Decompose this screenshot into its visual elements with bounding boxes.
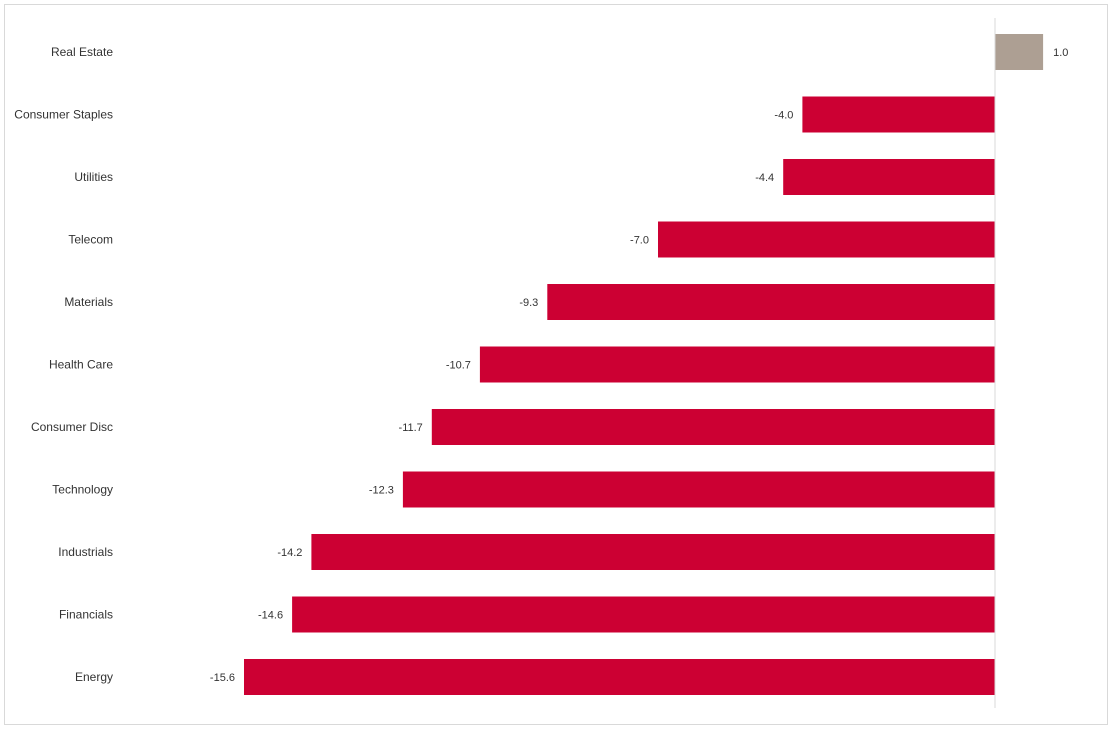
bar-energy	[244, 659, 995, 695]
value-label-financials: -14.6	[258, 610, 283, 622]
value-label-health-care: -10.7	[446, 360, 471, 372]
bar-health-care	[479, 346, 995, 383]
category-label-health-care: Health Care	[49, 358, 113, 372]
bar-telecom	[658, 221, 995, 258]
bar-real-estate	[995, 34, 1044, 70]
category-label-materials: Materials	[64, 295, 113, 309]
value-label-energy: -15.6	[210, 672, 235, 684]
value-label-consumer-disc: -11.7	[399, 422, 423, 434]
value-label-consumer-staples: -4.0	[774, 110, 793, 122]
value-label-materials: -9.3	[519, 297, 538, 309]
category-label-consumer-disc: Consumer Disc	[31, 420, 113, 434]
bar-consumer-staples	[802, 96, 995, 133]
bar-materials	[547, 284, 995, 320]
category-label-telecom: Telecom	[68, 233, 113, 247]
value-label-technology: -12.3	[369, 485, 394, 497]
bar-technology	[402, 471, 995, 508]
bar-financials	[292, 596, 996, 633]
value-label-telecom: -7.0	[630, 235, 649, 247]
bar-industrials	[311, 534, 995, 570]
value-label-utilities: -4.4	[755, 172, 774, 184]
value-label-industrials: -14.2	[277, 547, 302, 559]
category-label-industrials: Industrials	[58, 545, 113, 559]
category-label-financials: Financials	[59, 608, 113, 622]
labels-layer: Real Estate 1.0 Consumer Staples -4.0 Utilit…	[14, 45, 1068, 684]
bars-layer	[244, 34, 1044, 695]
category-label-real-estate: Real Estate	[51, 45, 113, 59]
category-label-consumer-staples: Consumer Staples	[14, 108, 113, 122]
category-label-utilities: Utilities	[74, 170, 113, 184]
value-label-real-estate: 1.0	[1053, 47, 1068, 59]
bar-utilities	[783, 159, 995, 195]
bar-consumer-disc	[431, 409, 996, 445]
category-label-technology: Technology	[52, 483, 113, 497]
category-label-energy: Energy	[75, 670, 113, 684]
